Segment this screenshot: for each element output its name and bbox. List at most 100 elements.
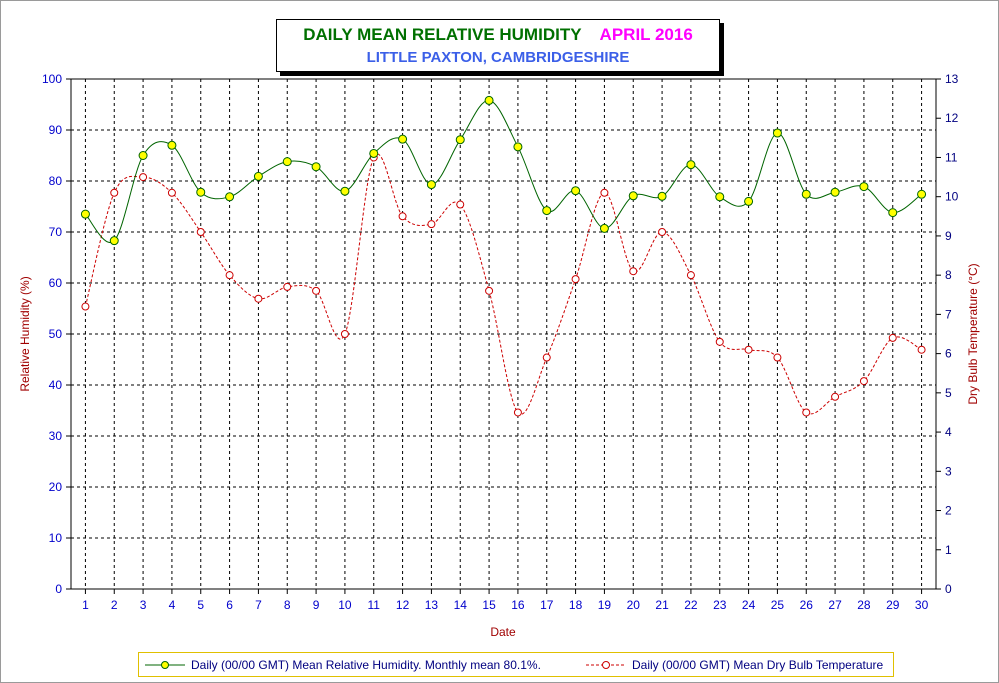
y2-tick-label: 5: [945, 386, 952, 400]
temperature-point: [456, 200, 465, 209]
legend-humidity-swatch: [145, 660, 185, 669]
x-tick-label: 12: [396, 598, 410, 612]
x-tick-label: 28: [857, 598, 871, 612]
y2-tick-label: 7: [945, 307, 952, 321]
x-tick-label: 14: [454, 598, 468, 612]
humidity-point: [369, 148, 379, 158]
temperature-point: [802, 408, 811, 417]
x-tick-label: 23: [713, 598, 727, 612]
temperature-point: [888, 333, 897, 342]
humidity-point: [599, 223, 609, 233]
x-tick-label: 5: [197, 598, 204, 612]
temperature-point: [283, 282, 292, 291]
x-tick-label: 7: [255, 598, 262, 612]
temperature-line: [84, 153, 922, 415]
x-tick-label: 17: [540, 598, 554, 612]
y-tick-label: 20: [49, 480, 63, 494]
x-tick-label: 1: [82, 598, 89, 612]
x-tick-label: 26: [800, 598, 814, 612]
legend-temperature-swatch: [586, 660, 626, 669]
legend-label-temperature: Daily (00/00 GMT) Mean Dry Bulb Temperat…: [632, 657, 884, 672]
humidity-point: [513, 142, 523, 152]
humidity-point: [744, 196, 754, 206]
y2-tick-label: 6: [945, 347, 952, 361]
temperature-point: [744, 345, 753, 354]
x-tick-label: 2: [111, 598, 118, 612]
x-tick-label: 18: [569, 598, 583, 612]
humidity-point: [109, 236, 119, 246]
x-tick-label: 22: [684, 598, 698, 612]
temperature-point: [398, 212, 407, 221]
y2-tick-label: 9: [945, 229, 952, 243]
humidity-point: [455, 135, 465, 145]
temperature-point: [139, 173, 148, 182]
legend-label-humidity: Daily (00/00 GMT) Mean Relative Humidity…: [191, 657, 541, 672]
humidity-point: [426, 180, 436, 190]
x-tick-label: 25: [771, 598, 785, 612]
humidity-point: [398, 134, 408, 144]
humidity-point: [253, 171, 263, 181]
humidity-point: [686, 160, 696, 170]
temperature-point: [571, 275, 580, 284]
title-box: DAILY MEAN RELATIVE HUMIDITY APRIL 2016 L…: [276, 19, 720, 72]
humidity-point: [571, 186, 581, 196]
humidity-point: [801, 189, 811, 199]
y-tick-label: 40: [49, 378, 63, 392]
humidity-point: [830, 187, 840, 197]
humidity-point: [657, 191, 667, 201]
humidity-point: [311, 162, 321, 172]
temperature-point: [167, 188, 176, 197]
humidity-point: [888, 208, 898, 218]
temperature-point: [917, 345, 926, 354]
temperature-point: [773, 353, 782, 362]
humidity-point: [282, 157, 292, 167]
x-tick-label: 3: [140, 598, 147, 612]
x-tick-label: 29: [886, 598, 900, 612]
y-tick-label: 10: [49, 531, 63, 545]
x-tick-label: 10: [338, 598, 352, 612]
y2-tick-label: 4: [945, 425, 952, 439]
y-tick-label: 0: [55, 582, 62, 596]
x-tick-label: 20: [627, 598, 641, 612]
y2-tick-label: 10: [945, 190, 959, 204]
x-tick-label: 30: [915, 598, 929, 612]
y2-tick-label: 2: [945, 504, 952, 518]
humidity-point: [542, 206, 552, 216]
x-tick-label: 6: [226, 598, 233, 612]
legend-item-humidity: Daily (00/00 GMT) Mean Relative Humidity…: [145, 653, 541, 676]
legend-item-temperature: Daily (00/00 GMT) Mean Dry Bulb Temperat…: [586, 653, 883, 676]
x-tick-label: 9: [313, 598, 320, 612]
humidity-point: [167, 140, 177, 150]
temperature-point: [312, 286, 321, 295]
y-tick-label: 90: [49, 123, 63, 137]
x-tick-label: 21: [655, 598, 669, 612]
temperature-point: [831, 392, 840, 401]
y-axis-title: Relative Humidity (%): [18, 276, 32, 391]
y-tick-label: 80: [49, 174, 63, 188]
x-tick-label: 19: [598, 598, 612, 612]
temperature-point: [600, 188, 609, 197]
temperature-point: [542, 353, 551, 362]
temperature-point: [340, 330, 349, 338]
temperature-point: [629, 267, 638, 276]
chart-title-line: DAILY MEAN RELATIVE HUMIDITY APRIL 2016: [277, 25, 719, 45]
humidity-point: [628, 191, 638, 201]
x-tick-label: 15: [482, 598, 496, 612]
x-tick-label: 8: [284, 598, 291, 612]
chart-title: DAILY MEAN RELATIVE HUMIDITY: [303, 25, 582, 44]
humidity-line: [85, 99, 922, 244]
x-axis-title: Date: [490, 625, 516, 639]
temperature-point: [715, 337, 724, 346]
temperature-point: [427, 220, 436, 229]
x-tick-label: 13: [425, 598, 439, 612]
y2-tick-label: 1: [945, 543, 952, 557]
y2-tick-label: 8: [945, 268, 952, 282]
temperature-point: [110, 188, 119, 197]
y2-tick-label: 3: [945, 464, 952, 478]
humidity-point: [225, 192, 235, 202]
chart-subtitle: LITTLE PAXTON, CAMBRIDGESHIRE: [366, 49, 630, 66]
y-tick-label: 100: [42, 72, 62, 86]
y2-tick-label: 0: [945, 582, 952, 596]
y-tick-label: 50: [49, 327, 63, 341]
